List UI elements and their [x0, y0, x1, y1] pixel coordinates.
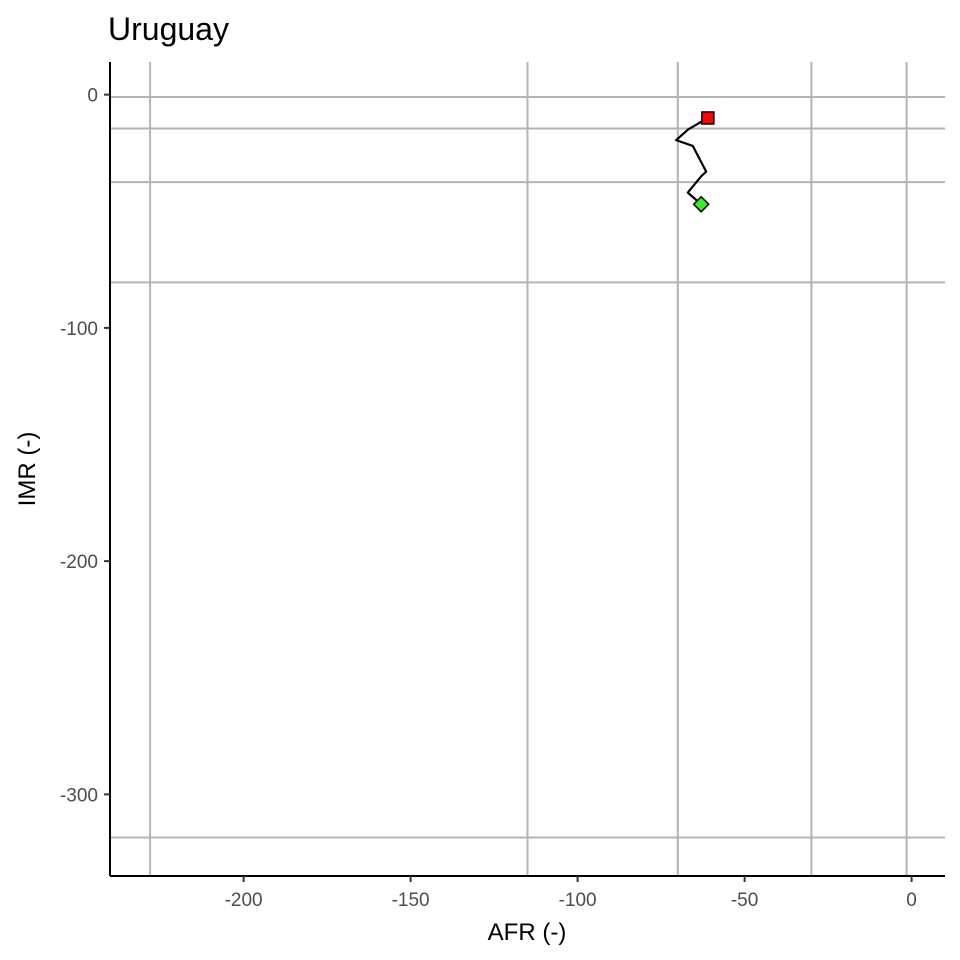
tick-labels: -200 -150 -100 -50 0 0 -100 -200 -300: [60, 86, 917, 911]
x-axis-label: AFR (-): [488, 919, 567, 946]
series-layer: [675, 111, 715, 213]
series-line-0: [675, 117, 709, 206]
y-tick-label: -100: [60, 319, 98, 340]
axes: [109, 62, 945, 877]
end-marker-square: [701, 111, 715, 125]
reference-lines: [110, 62, 945, 876]
y-axis-label: IMR (-): [14, 432, 41, 507]
x-tick-label: 0: [906, 890, 917, 911]
x-tick-label: -50: [731, 890, 758, 911]
y-tick-label: 0: [87, 86, 98, 107]
x-tick-label: -100: [559, 890, 597, 911]
start-marker-diamond: [692, 195, 710, 213]
y-tick-label: -300: [60, 785, 98, 806]
chart-title: Uruguay: [108, 11, 229, 47]
y-tick-label: -200: [60, 552, 98, 573]
x-tick-label: -150: [392, 890, 430, 911]
x-tick-label: -200: [225, 890, 263, 911]
